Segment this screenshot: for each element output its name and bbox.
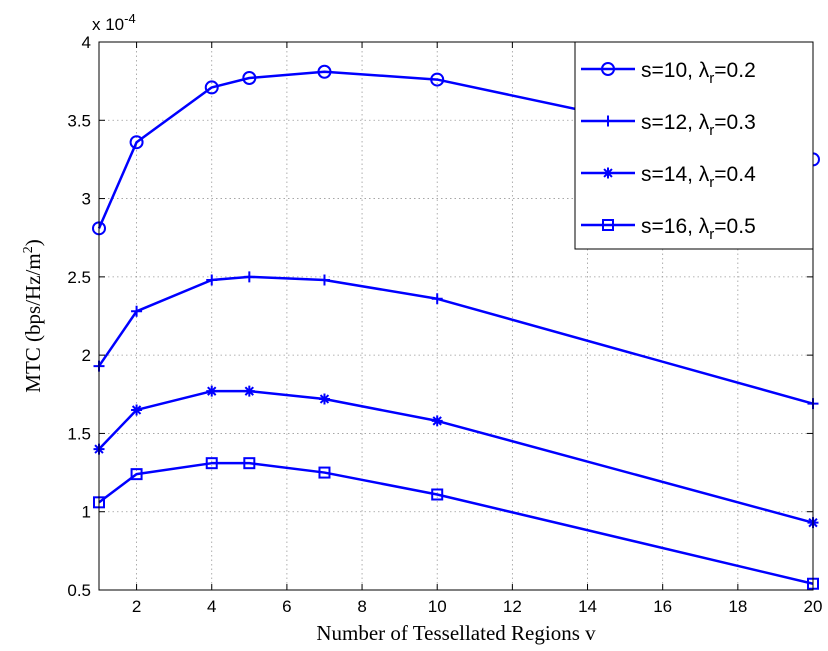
data-point-marker (243, 271, 255, 283)
legend-label-subscript: r (709, 226, 714, 243)
legend-label-tail: =0.5 (714, 215, 755, 238)
legend: s=10, λr=0.2s=12, λr=0.3s=14, λr=0.4s=16… (574, 41, 814, 250)
x-tick-label: 8 (357, 597, 366, 616)
legend-marker (601, 62, 615, 76)
legend-label-tail: =0.4 (714, 163, 756, 186)
legend-entry-4: s=16, λr=0.5 (581, 215, 756, 243)
legend-label-tail: =0.3 (714, 111, 755, 134)
data-point-marker (318, 274, 330, 286)
y-tick-label: 0.5 (67, 581, 91, 600)
data-point-marker (318, 393, 330, 405)
data-point-marker (318, 466, 331, 479)
data-point-marker (206, 385, 218, 397)
data-point-marker (131, 404, 143, 416)
legend-label-tail: =0.2 (714, 59, 755, 82)
data-point-marker (204, 80, 219, 95)
y-tick-label: 2.5 (67, 268, 91, 287)
legend-label: s=10, λr=0.2 (641, 59, 756, 87)
legend-entry-1: s=10, λr=0.2 (581, 59, 756, 87)
data-point-marker (243, 385, 255, 397)
legend-box (574, 41, 814, 250)
axis-ticks: 2 4 6 8 10 12 14 16 18 20 0.5 1 1.5 2 2.5 3 3.5 4 (67, 33, 822, 616)
x-tick-label: 2 (132, 597, 141, 616)
y-tick-label: 3.5 (67, 111, 91, 130)
legend-label-main: s=12, λ (641, 111, 710, 134)
data-point-marker (243, 457, 256, 470)
x-tick-label: 18 (728, 597, 747, 616)
series-line (98, 461, 814, 585)
x-tick-label: 10 (428, 597, 447, 616)
y-multiplier-label: x 10-4 (92, 11, 136, 34)
plot-area-frame (98, 41, 814, 591)
series-line (97, 70, 814, 229)
x-tick-label: 4 (207, 597, 216, 616)
legend-label: s=16, λr=0.5 (641, 215, 756, 243)
y-tick-label: 4 (82, 33, 91, 52)
data-point-marker (130, 468, 143, 481)
data-point-marker (431, 415, 443, 427)
y-tick-label: 1 (82, 503, 91, 522)
legend-entry-3: s=14, λr=0.4 (581, 163, 756, 191)
legend-entry-2: s=12, λr=0.3 (581, 111, 756, 139)
y-tick-label: 3 (82, 190, 91, 209)
legend-marker (602, 167, 614, 179)
data-point-marker (205, 457, 218, 470)
x-tick-label: 14 (578, 597, 597, 616)
legend-label-subscript: r (709, 70, 714, 87)
data-point-marker (129, 135, 144, 150)
legend-label-main: s=16, λ (641, 215, 710, 238)
data-point-marker (317, 64, 332, 79)
legend-marker (602, 219, 614, 231)
legend-label-subscript: r (709, 174, 714, 191)
data-point-marker (431, 488, 444, 501)
legend-label-main: s=14, λ (641, 163, 710, 186)
legend-label-subscript: r (709, 122, 714, 139)
legend-label: s=12, λr=0.3 (641, 111, 756, 139)
data-point-marker (131, 305, 143, 317)
series-1 (92, 64, 820, 236)
x-axis-label: Number of Tessellated Regions v (316, 621, 596, 645)
data-point-marker (206, 274, 218, 286)
x-tick-label: 6 (282, 597, 291, 616)
y-tick-label: 2 (82, 346, 91, 365)
data-point-marker (242, 71, 257, 86)
x-tick-label: 12 (503, 597, 522, 616)
data-point-marker (431, 293, 443, 305)
legend-label: s=14, λr=0.4 (641, 163, 756, 191)
x-tick-label: 20 (804, 597, 823, 616)
x-tick-label: 16 (653, 597, 672, 616)
data-point-marker (430, 72, 445, 87)
y-tick-label: 1.5 (67, 424, 91, 443)
legend-marker (602, 115, 614, 127)
legend-label-main: s=10, λ (641, 59, 710, 82)
y-axis-label: MTC (bps/Hz/m2) (21, 239, 45, 392)
